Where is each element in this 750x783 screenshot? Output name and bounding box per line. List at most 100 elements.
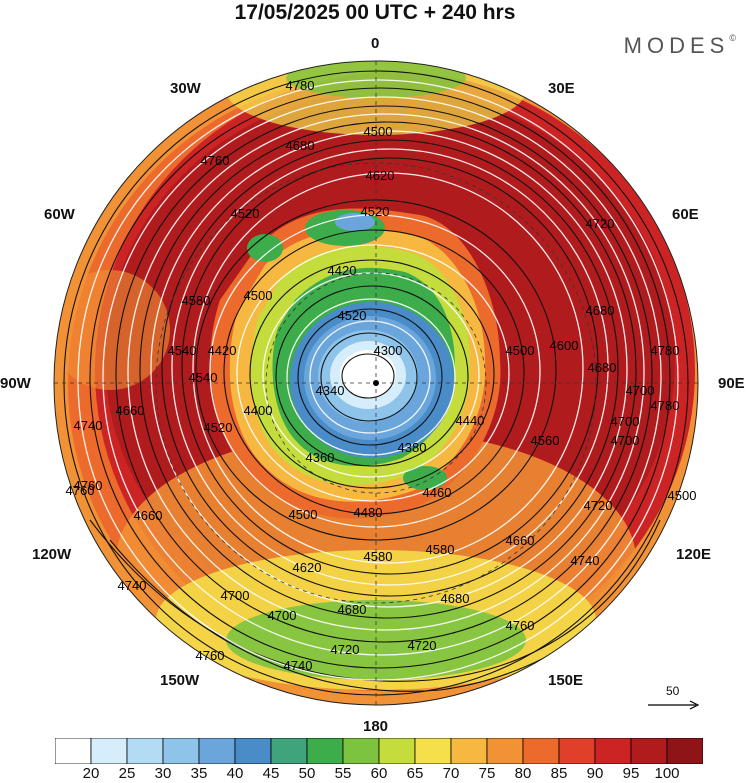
lon-label-90w: 90W	[0, 375, 31, 392]
streamline	[127, 113, 645, 631]
contour-label: 4680	[588, 360, 617, 375]
lon-label-60e: 60E	[672, 206, 699, 223]
contour-label: 4540	[168, 343, 197, 358]
streamline	[150, 130, 628, 608]
colorbar-tick-label: 20	[82, 765, 100, 782]
contour-label: 4520	[338, 308, 367, 323]
contour-label: 4540	[189, 370, 218, 385]
streamline	[309, 320, 431, 434]
colorbar-swatch	[234, 738, 272, 764]
colorbar-tick-label: 95	[622, 765, 640, 782]
contour-label: 4760	[201, 153, 230, 168]
contour-label: 4700	[268, 608, 297, 623]
contour-label: 4580	[364, 549, 393, 564]
contour-label: 4580	[426, 542, 455, 557]
contour-line	[249, 259, 495, 489]
contour-line	[341, 353, 395, 399]
contour-label: 4380	[398, 440, 427, 455]
colorbar-tick-label: 50	[298, 765, 316, 782]
colorbar-tick-label: 30	[154, 765, 172, 782]
contour-label: 4520	[204, 420, 233, 435]
contour-label: 4520	[231, 206, 260, 221]
contour-label: 4760	[506, 618, 535, 633]
contour-label: 4520	[361, 204, 390, 219]
contour-line	[161, 139, 619, 597]
colorbar-tick-label: 85	[550, 765, 568, 782]
colorbar-swatch	[522, 738, 560, 764]
contour-label: 4740	[571, 553, 600, 568]
field-band	[247, 234, 283, 262]
contour-label: 4700	[626, 383, 655, 398]
colorbar-swatch	[342, 738, 380, 764]
latitude-circle	[155, 162, 597, 604]
map-border	[53, 60, 699, 706]
wind-reference-arrow	[648, 700, 700, 710]
lon-label-120e: 120E	[676, 546, 712, 563]
colorbar-tick-label: 55	[334, 765, 352, 782]
contour-label: 4740	[118, 578, 147, 593]
colorbar-swatch	[162, 738, 200, 764]
contour-label: 4360	[306, 450, 335, 465]
colorbar-swatch	[594, 738, 632, 764]
contour-label: 4420	[328, 263, 357, 278]
streamline	[286, 298, 456, 456]
logo-text: MODES	[623, 33, 730, 58]
contour-line	[320, 332, 418, 422]
map-title: 17/05/2025 00 UTC + 240 hrs	[234, 1, 516, 24]
contour-label: 4680	[441, 591, 470, 606]
lon-label-120w: 120W	[32, 546, 72, 563]
colorbar-tick-label: 40	[226, 765, 244, 782]
contour-label: 4420	[208, 343, 237, 358]
contour-label: 4720	[584, 498, 613, 513]
contour-label: 4760	[66, 483, 95, 498]
contour-label: 4760	[74, 478, 103, 493]
contour-label: 4720	[331, 642, 360, 657]
contour-label: 4660	[134, 508, 163, 523]
contour-label: 4480	[354, 505, 383, 520]
colorbar-swatch	[486, 738, 524, 764]
colour-field	[54, 61, 698, 705]
colorbar-tick-label: 70	[442, 765, 460, 782]
streamline	[102, 96, 662, 656]
polar-map: 4780 4500 4760 4680 4620 4520 4520 4420 …	[53, 60, 700, 710]
contour-label: 4700	[221, 588, 250, 603]
wind-reference-value: 50	[666, 684, 680, 698]
contour-label: 4780	[286, 78, 315, 93]
contour-label: 4740	[74, 418, 103, 433]
contour-line	[181, 157, 599, 575]
contour-label: 4500	[364, 124, 393, 139]
field-band	[340, 350, 396, 398]
contour-line	[139, 121, 637, 619]
colorbar-swatch	[666, 738, 703, 764]
contour-line	[297, 308, 443, 446]
colorbar-swatch	[630, 738, 668, 764]
lon-label-150e: 150E	[548, 672, 584, 689]
contour-label: 4660	[506, 533, 535, 548]
contour-label: 4720	[408, 638, 437, 653]
lon-label-180: 180	[363, 718, 389, 735]
contour-label: 4460	[423, 485, 452, 500]
contour-label: 4600	[550, 338, 579, 353]
colorbar-swatch	[558, 738, 596, 764]
lon-label-150w: 150W	[160, 672, 200, 689]
colorbar-swatch	[306, 738, 344, 764]
lon-label-30e: 30E	[548, 80, 575, 97]
lon-label-0: 0	[371, 35, 380, 52]
contour-label: 4400	[244, 403, 273, 418]
contour-label: 4500	[289, 507, 318, 522]
lon-label-60w: 60W	[44, 206, 75, 223]
lon-label-30w: 30W	[170, 80, 201, 97]
lon-label-90e: 90E	[718, 375, 745, 392]
contour-label: 4680	[338, 602, 367, 617]
contour-label: 4780	[651, 343, 680, 358]
contour-line	[115, 105, 653, 643]
contour-label: 4620	[293, 560, 322, 575]
logo-mark: ©	[729, 33, 736, 43]
contour-label: 4620	[366, 168, 395, 183]
modes-logo: MODES©	[624, 33, 736, 59]
contour-label: 4700	[611, 433, 640, 448]
streamline	[192, 172, 584, 564]
colorbar-swatch	[450, 738, 488, 764]
colorbar-swatch	[378, 738, 416, 764]
colorbar-swatch	[55, 738, 92, 764]
